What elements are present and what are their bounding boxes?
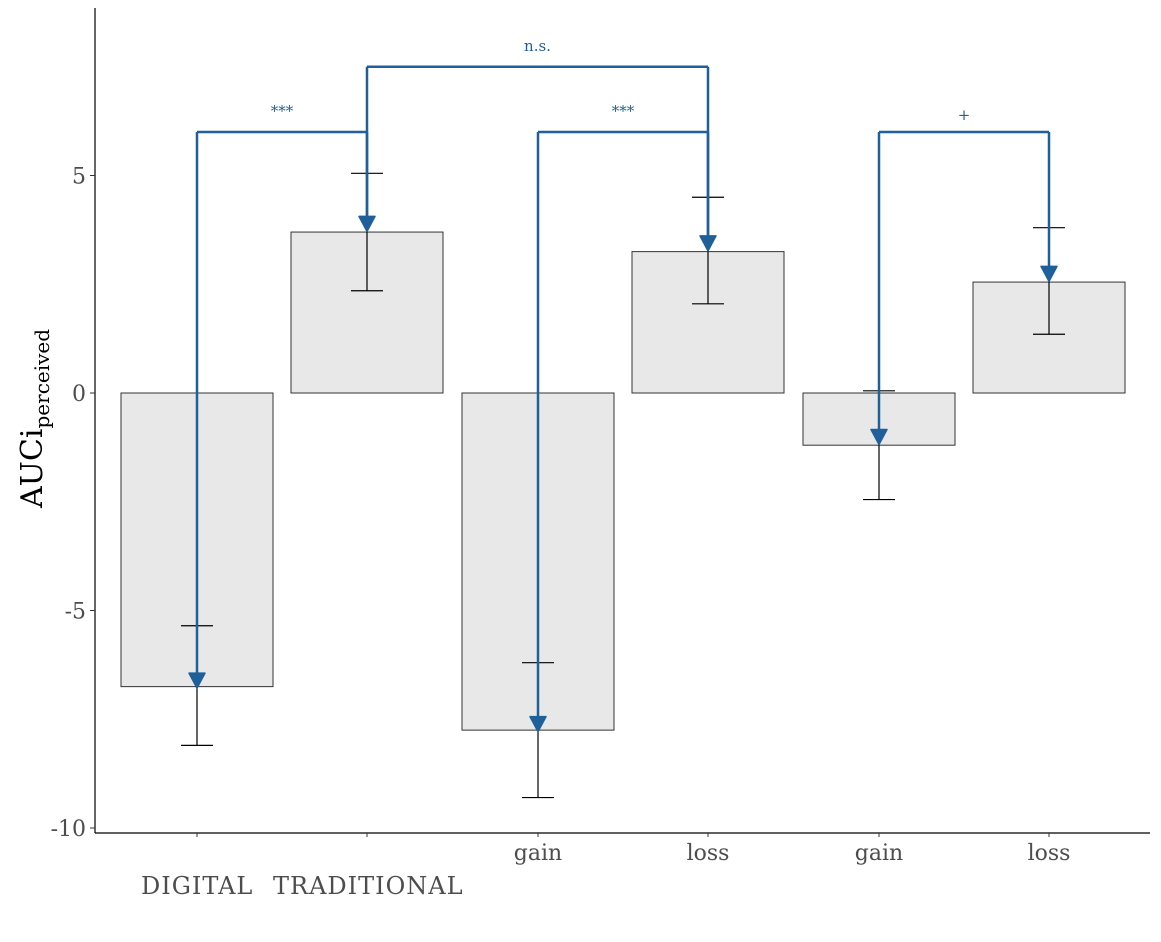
significance-label-3: + — [958, 106, 971, 124]
arrow-head-5 — [870, 428, 888, 446]
y-tick-label-3: -5 — [65, 600, 86, 625]
labels-layer: 5 0 -5 -10 gain loss gain loss — [51, 165, 1071, 867]
significance-label-1: *** — [271, 102, 294, 120]
arrow-head-6 — [1040, 265, 1058, 283]
x-tick-label-5: gain — [855, 841, 903, 866]
x-tick-label-4: loss — [687, 841, 730, 866]
y-axis-title: AUCiperceived — [15, 329, 54, 509]
group-label-digital: DIGITAL — [141, 872, 253, 900]
y-axis-title-subscript: perceived — [30, 329, 54, 429]
comparison-arrows-layer: *** *** + n.s. — [188, 37, 1058, 733]
axes-layer — [90, 8, 1150, 837]
arrow-head-4 — [699, 235, 717, 252]
y-tick-label-4: -10 — [51, 817, 86, 842]
y-axis-title-main: AUCi — [15, 429, 50, 510]
comparison-4: n.s. — [365, 37, 710, 239]
x-tick-label-6: loss — [1028, 841, 1071, 866]
y-tick-label-1: 5 — [72, 165, 86, 190]
arrow-head-1 — [188, 672, 206, 689]
significance-label-4: n.s. — [524, 37, 551, 55]
bars-layer — [120, 231, 1126, 731]
y-tick-label-2: 0 — [72, 382, 86, 407]
arrow-head-2 — [358, 215, 376, 233]
x-tick-label-3: gain — [514, 841, 562, 866]
group-label-traditional: TRADITIONAL — [273, 872, 464, 900]
comparison-3: + — [877, 106, 1051, 433]
significance-label-2: *** — [612, 102, 635, 120]
arrow-head-3 — [529, 715, 547, 733]
